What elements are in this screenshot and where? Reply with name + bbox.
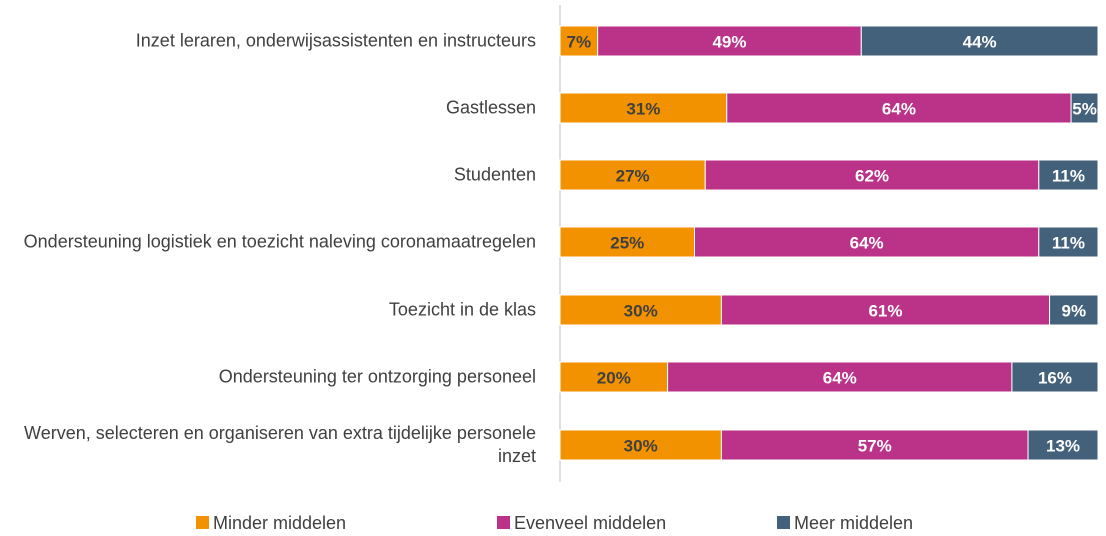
value-label: 20% (597, 369, 631, 388)
category-label: Studenten (453, 164, 536, 185)
value-label: 57% (858, 437, 892, 456)
bar-segment (860, 25, 1099, 57)
value-label: 64% (850, 234, 884, 253)
bar-segment (1070, 92, 1099, 124)
legend-swatch (777, 516, 790, 529)
legend-swatch (497, 516, 510, 529)
bar-segment (694, 226, 1040, 258)
bar-segment (559, 226, 695, 258)
value-label: 64% (882, 100, 916, 119)
bar-segment (720, 429, 1029, 461)
value-label: 9% (1062, 302, 1087, 321)
bar-segment (1027, 429, 1099, 461)
value-label: 25% (610, 234, 644, 253)
value-label: 13% (1046, 437, 1080, 456)
value-label: 30% (624, 437, 658, 456)
bar-segment (559, 159, 706, 191)
bar-segment (726, 92, 1072, 124)
value-label: 44% (963, 33, 997, 52)
value-label: 27% (616, 167, 650, 186)
bar-segment (1038, 226, 1099, 258)
bar-segment (704, 159, 1040, 191)
legend-label: Meer middelen (794, 513, 913, 533)
value-label: 61% (868, 302, 902, 321)
value-label: 11% (1052, 167, 1085, 186)
category-label: Werven, selecteren en organiseren van ex… (24, 423, 536, 466)
legend-label: Evenveel middelen (514, 513, 666, 533)
bar-segment (559, 92, 728, 124)
category-label: Gastlessen (445, 97, 536, 118)
value-label: 64% (823, 369, 857, 388)
value-label: 31% (626, 100, 660, 119)
category-label: Ondersteuning logistiek en toezicht nale… (23, 231, 536, 252)
value-label: 62% (855, 167, 889, 186)
value-label: 11% (1052, 234, 1085, 253)
value-label: 16% (1038, 369, 1072, 388)
bar-segment (597, 25, 862, 57)
bar-segment (720, 294, 1051, 326)
category-label: Inzet leraren, onderwijsassistenten en i… (135, 30, 536, 51)
bar-segment (559, 294, 722, 326)
legend-label: Minder middelen (213, 513, 346, 533)
value-label: 5% (1072, 100, 1097, 119)
value-label: 49% (712, 33, 746, 52)
bar-segment (1038, 159, 1099, 191)
category-label: Ondersteuning ter ontzorging personeel (218, 366, 536, 387)
category-label: Toezicht in de klas (388, 299, 536, 320)
bar-segment (1011, 361, 1099, 393)
bar-segment (559, 429, 722, 461)
value-label: 30% (624, 302, 658, 321)
bar-segment (559, 361, 669, 393)
legend-swatch (196, 516, 209, 529)
value-label: 7% (567, 33, 592, 52)
bar-segment (1049, 294, 1099, 326)
